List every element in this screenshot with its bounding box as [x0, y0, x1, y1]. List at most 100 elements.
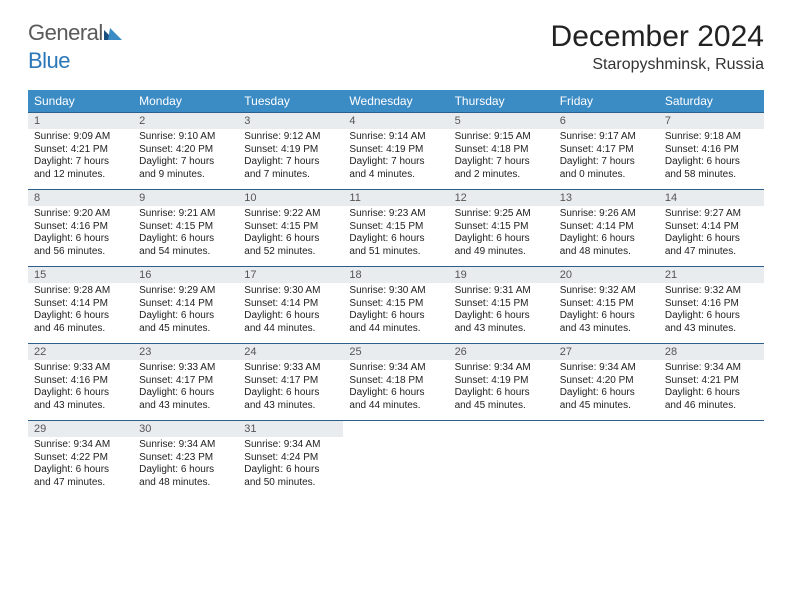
day-header: Sunday: [28, 90, 133, 113]
sunrise-text: Sunrise: 9:17 AM: [560, 131, 653, 144]
day-header: Thursday: [449, 90, 554, 113]
sunrise-text: Sunrise: 9:29 AM: [139, 285, 232, 298]
daylight-text: Daylight: 6 hours and 56 minutes.: [34, 233, 127, 258]
day-header: Wednesday: [343, 90, 448, 113]
sunrise-text: Sunrise: 9:34 AM: [560, 362, 653, 375]
daylight-text: Daylight: 6 hours and 43 minutes.: [665, 310, 758, 335]
sunset-text: Sunset: 4:14 PM: [665, 221, 758, 234]
daylight-text: Daylight: 6 hours and 46 minutes.: [34, 310, 127, 335]
day-info-cell: Sunrise: 9:34 AMSunset: 4:21 PMDaylight:…: [659, 360, 764, 421]
sunset-text: Sunset: 4:15 PM: [139, 221, 232, 234]
sunrise-text: Sunrise: 9:12 AM: [244, 131, 337, 144]
day-number-cell: 21: [659, 267, 764, 284]
sunset-text: Sunset: 4:14 PM: [560, 221, 653, 234]
day-info-cell: Sunrise: 9:28 AMSunset: 4:14 PMDaylight:…: [28, 283, 133, 344]
day-number-cell: 11: [343, 190, 448, 207]
day-number-cell: 17: [238, 267, 343, 284]
daylight-text: Daylight: 6 hours and 52 minutes.: [244, 233, 337, 258]
day-number-cell: 25: [343, 344, 448, 361]
daylight-text: Daylight: 6 hours and 43 minutes.: [455, 310, 548, 335]
title-block: December 2024 Staropyshminsk, Russia: [551, 20, 764, 74]
day-info-cell: Sunrise: 9:29 AMSunset: 4:14 PMDaylight:…: [133, 283, 238, 344]
day-number-cell: 6: [554, 113, 659, 130]
info-row: Sunrise: 9:34 AMSunset: 4:22 PMDaylight:…: [28, 437, 764, 497]
sunrise-text: Sunrise: 9:32 AM: [665, 285, 758, 298]
day-info-cell: Sunrise: 9:34 AMSunset: 4:18 PMDaylight:…: [343, 360, 448, 421]
sunrise-text: Sunrise: 9:34 AM: [34, 439, 127, 452]
sunrise-text: Sunrise: 9:30 AM: [349, 285, 442, 298]
sunrise-text: Sunrise: 9:18 AM: [665, 131, 758, 144]
sunset-text: Sunset: 4:15 PM: [455, 298, 548, 311]
sunset-text: Sunset: 4:17 PM: [244, 375, 337, 388]
location: Staropyshminsk, Russia: [551, 56, 764, 74]
sunset-text: Sunset: 4:16 PM: [34, 221, 127, 234]
day-number-cell: [343, 421, 448, 438]
day-number-cell: 23: [133, 344, 238, 361]
day-info-cell: [343, 437, 448, 497]
daylight-text: Daylight: 6 hours and 47 minutes.: [665, 233, 758, 258]
daylight-text: Daylight: 6 hours and 47 minutes.: [34, 464, 127, 489]
day-info-cell: Sunrise: 9:30 AMSunset: 4:14 PMDaylight:…: [238, 283, 343, 344]
sunrise-text: Sunrise: 9:32 AM: [560, 285, 653, 298]
day-number-cell: 8: [28, 190, 133, 207]
daylight-text: Daylight: 6 hours and 49 minutes.: [455, 233, 548, 258]
daylight-text: Daylight: 7 hours and 9 minutes.: [139, 156, 232, 181]
day-number-cell: [659, 421, 764, 438]
sunset-text: Sunset: 4:17 PM: [139, 375, 232, 388]
sunrise-text: Sunrise: 9:21 AM: [139, 208, 232, 221]
day-info-cell: Sunrise: 9:17 AMSunset: 4:17 PMDaylight:…: [554, 129, 659, 190]
logo-text-general: General: [28, 20, 103, 45]
day-header: Tuesday: [238, 90, 343, 113]
day-info-cell: Sunrise: 9:15 AMSunset: 4:18 PMDaylight:…: [449, 129, 554, 190]
sunrise-text: Sunrise: 9:30 AM: [244, 285, 337, 298]
day-number-cell: 1: [28, 113, 133, 130]
day-info-cell: Sunrise: 9:09 AMSunset: 4:21 PMDaylight:…: [28, 129, 133, 190]
sunrise-text: Sunrise: 9:20 AM: [34, 208, 127, 221]
sunrise-text: Sunrise: 9:28 AM: [34, 285, 127, 298]
day-info-cell: Sunrise: 9:20 AMSunset: 4:16 PMDaylight:…: [28, 206, 133, 267]
daylight-text: Daylight: 6 hours and 44 minutes.: [349, 387, 442, 412]
day-number-cell: 16: [133, 267, 238, 284]
day-number-cell: 14: [659, 190, 764, 207]
day-number-cell: 5: [449, 113, 554, 130]
sunrise-text: Sunrise: 9:15 AM: [455, 131, 548, 144]
daynum-row: 293031: [28, 421, 764, 438]
day-number-cell: 20: [554, 267, 659, 284]
sunrise-text: Sunrise: 9:34 AM: [139, 439, 232, 452]
sunset-text: Sunset: 4:15 PM: [244, 221, 337, 234]
day-info-cell: [659, 437, 764, 497]
day-info-cell: Sunrise: 9:25 AMSunset: 4:15 PMDaylight:…: [449, 206, 554, 267]
day-info-cell: Sunrise: 9:12 AMSunset: 4:19 PMDaylight:…: [238, 129, 343, 190]
daylight-text: Daylight: 6 hours and 46 minutes.: [665, 387, 758, 412]
day-info-cell: Sunrise: 9:27 AMSunset: 4:14 PMDaylight:…: [659, 206, 764, 267]
sunrise-text: Sunrise: 9:33 AM: [34, 362, 127, 375]
daylight-text: Daylight: 7 hours and 0 minutes.: [560, 156, 653, 181]
day-number-cell: 13: [554, 190, 659, 207]
day-header: Saturday: [659, 90, 764, 113]
sunset-text: Sunset: 4:17 PM: [560, 144, 653, 157]
info-row: Sunrise: 9:28 AMSunset: 4:14 PMDaylight:…: [28, 283, 764, 344]
logo-text-blue: Blue: [28, 48, 70, 73]
day-number-cell: 3: [238, 113, 343, 130]
sunset-text: Sunset: 4:19 PM: [349, 144, 442, 157]
day-info-cell: Sunrise: 9:31 AMSunset: 4:15 PMDaylight:…: [449, 283, 554, 344]
day-info-cell: Sunrise: 9:34 AMSunset: 4:24 PMDaylight:…: [238, 437, 343, 497]
day-number-cell: 12: [449, 190, 554, 207]
sunrise-text: Sunrise: 9:09 AM: [34, 131, 127, 144]
daylight-text: Daylight: 6 hours and 43 minutes.: [139, 387, 232, 412]
day-info-cell: Sunrise: 9:33 AMSunset: 4:17 PMDaylight:…: [238, 360, 343, 421]
day-info-cell: Sunrise: 9:34 AMSunset: 4:22 PMDaylight:…: [28, 437, 133, 497]
day-number-cell: [554, 421, 659, 438]
daylight-text: Daylight: 7 hours and 7 minutes.: [244, 156, 337, 181]
day-info-cell: Sunrise: 9:32 AMSunset: 4:16 PMDaylight:…: [659, 283, 764, 344]
day-info-cell: Sunrise: 9:34 AMSunset: 4:23 PMDaylight:…: [133, 437, 238, 497]
daylight-text: Daylight: 6 hours and 45 minutes.: [455, 387, 548, 412]
daylight-text: Daylight: 6 hours and 44 minutes.: [349, 310, 442, 335]
day-number-cell: 19: [449, 267, 554, 284]
info-row: Sunrise: 9:09 AMSunset: 4:21 PMDaylight:…: [28, 129, 764, 190]
sunset-text: Sunset: 4:16 PM: [665, 298, 758, 311]
sunset-text: Sunset: 4:22 PM: [34, 452, 127, 465]
sunset-text: Sunset: 4:18 PM: [455, 144, 548, 157]
sunset-text: Sunset: 4:21 PM: [665, 375, 758, 388]
day-info-cell: Sunrise: 9:18 AMSunset: 4:16 PMDaylight:…: [659, 129, 764, 190]
